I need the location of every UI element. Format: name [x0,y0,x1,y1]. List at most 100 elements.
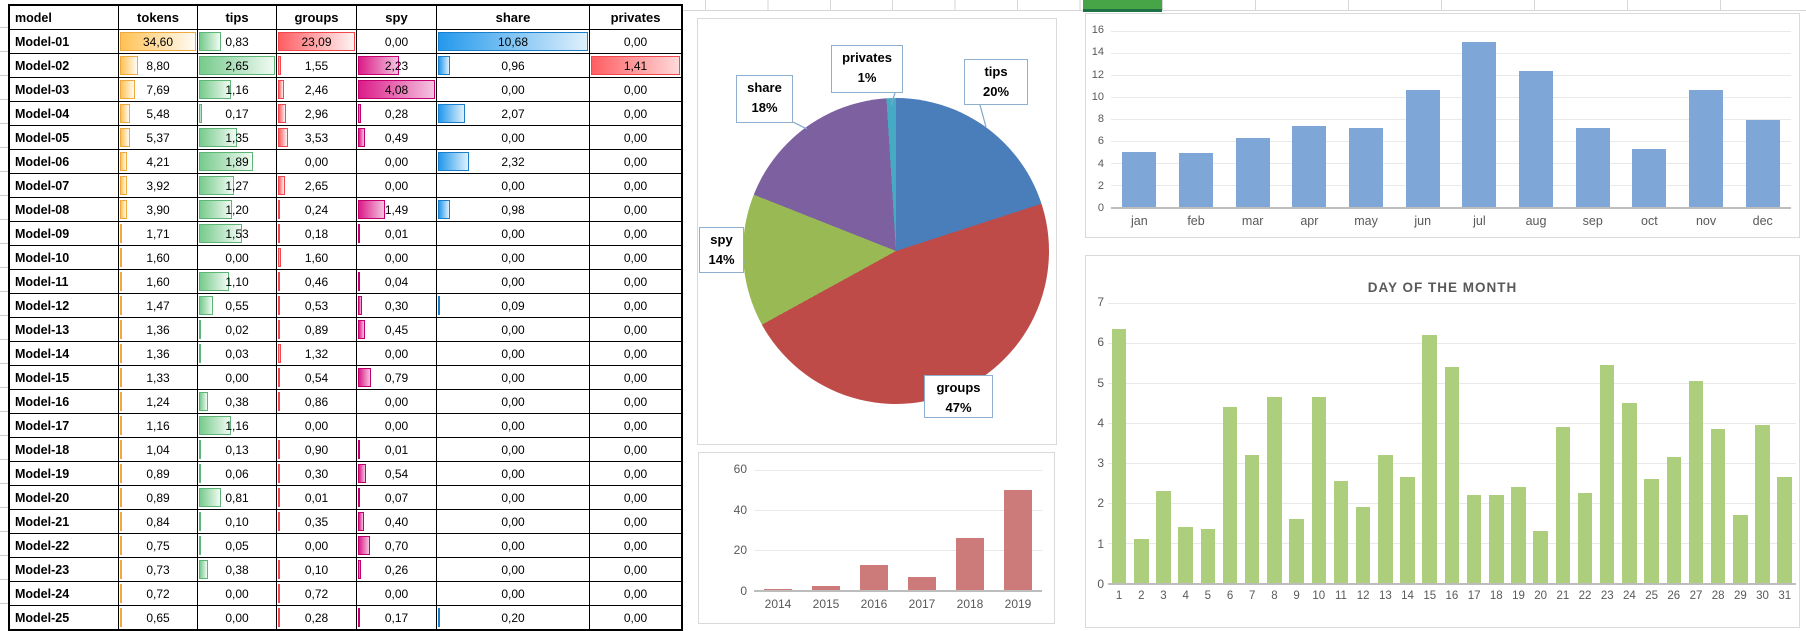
cell-privates[interactable]: 0,00 [590,366,681,389]
cell-privates[interactable]: 0,00 [590,198,681,221]
model-name-cell[interactable]: Model-07 [10,174,118,197]
cell-privates[interactable]: 0,00 [590,438,681,461]
cell-tokens[interactable]: 1,71 [119,222,197,245]
cell-tips[interactable]: 0,05 [198,534,276,557]
cell-spy[interactable]: 0,00 [357,414,436,437]
model-name-cell[interactable]: Model-23 [10,558,118,581]
model-name-cell[interactable]: Model-05 [10,126,118,149]
cell-groups[interactable]: 23,09 [277,30,356,53]
cell-share[interactable]: 0,00 [437,582,589,605]
cell-spy[interactable]: 0,54 [357,462,436,485]
cell-tokens[interactable]: 0,65 [119,606,197,629]
cell-tips[interactable]: 0,06 [198,462,276,485]
cell-share[interactable]: 2,07 [437,102,589,125]
cell-share[interactable]: 0,00 [437,78,589,101]
cell-tokens[interactable]: 1,36 [119,342,197,365]
column-header-spy[interactable]: spy [357,6,436,29]
cell-tips[interactable]: 1,16 [198,78,276,101]
cell-spy[interactable]: 0,49 [357,126,436,149]
cell-tips[interactable]: 1,16 [198,414,276,437]
cell-groups[interactable]: 0,53 [277,294,356,317]
cell-spy[interactable]: 0,00 [357,390,436,413]
cell-privates[interactable]: 0,00 [590,558,681,581]
cell-tips[interactable]: 0,55 [198,294,276,317]
cell-share[interactable]: 0,96 [437,54,589,77]
cell-groups[interactable]: 2,65 [277,174,356,197]
cell-tips[interactable]: 0,10 [198,510,276,533]
cell-groups[interactable]: 2,96 [277,102,356,125]
cell-tokens[interactable]: 0,73 [119,558,197,581]
cell-privates[interactable]: 0,00 [590,582,681,605]
cell-spy[interactable]: 0,01 [357,222,436,245]
cell-privates[interactable]: 0,00 [590,390,681,413]
cell-share[interactable]: 0,20 [437,606,589,629]
cell-tips[interactable]: 1,53 [198,222,276,245]
column-header-tokens[interactable]: tokens [119,6,197,29]
model-name-cell[interactable]: Model-11 [10,270,118,293]
cell-tips[interactable]: 0,00 [198,606,276,629]
cell-share[interactable]: 0,00 [437,438,589,461]
cell-groups[interactable]: 0,90 [277,438,356,461]
cell-privates[interactable]: 0,00 [590,342,681,365]
model-name-cell[interactable]: Model-12 [10,294,118,317]
cell-tokens[interactable]: 5,37 [119,126,197,149]
model-name-cell[interactable]: Model-25 [10,606,118,629]
cell-privates[interactable]: 0,00 [590,30,681,53]
cell-tips[interactable]: 0,83 [198,30,276,53]
model-name-cell[interactable]: Model-18 [10,438,118,461]
cell-privates[interactable]: 0,00 [590,102,681,125]
model-name-cell[interactable]: Model-14 [10,342,118,365]
cell-groups[interactable]: 0,00 [277,534,356,557]
cell-share[interactable]: 0,00 [437,390,589,413]
cell-privates[interactable]: 0,00 [590,126,681,149]
cell-tokens[interactable]: 3,90 [119,198,197,221]
cell-tokens[interactable]: 0,89 [119,486,197,509]
cell-tokens[interactable]: 1,33 [119,366,197,389]
cell-privates[interactable]: 0,00 [590,486,681,509]
cell-tips[interactable]: 1,20 [198,198,276,221]
cell-groups[interactable]: 0,01 [277,486,356,509]
cell-spy[interactable]: 0,45 [357,318,436,341]
cell-groups[interactable]: 0,72 [277,582,356,605]
cell-spy[interactable]: 0,30 [357,294,436,317]
cell-privates[interactable]: 0,00 [590,606,681,629]
pie-chart-panel[interactable]: tips 20% groups 47% spy 14% share 18% pr… [697,18,1057,445]
cell-tips[interactable]: 0,02 [198,318,276,341]
model-name-cell[interactable]: Model-09 [10,222,118,245]
cell-groups[interactable]: 3,53 [277,126,356,149]
cell-tips[interactable]: 0,00 [198,366,276,389]
cell-spy[interactable]: 0,00 [357,174,436,197]
cell-privates[interactable]: 0,00 [590,150,681,173]
column-header-share[interactable]: share [437,6,589,29]
cell-tips[interactable]: 0,17 [198,102,276,125]
cell-tokens[interactable]: 8,80 [119,54,197,77]
cell-share[interactable]: 0,00 [437,318,589,341]
cell-tokens[interactable]: 0,75 [119,534,197,557]
model-name-cell[interactable]: Model-17 [10,414,118,437]
column-header-tips[interactable]: tips [198,6,276,29]
cell-privates[interactable]: 0,00 [590,246,681,269]
cell-share[interactable]: 0,00 [437,270,589,293]
cell-spy[interactable]: 0,00 [357,582,436,605]
cell-privates[interactable]: 0,00 [590,318,681,341]
cell-spy[interactable]: 0,00 [357,150,436,173]
cell-spy[interactable]: 0,00 [357,30,436,53]
cell-tips[interactable]: 0,00 [198,582,276,605]
model-name-cell[interactable]: Model-08 [10,198,118,221]
cell-share[interactable]: 0,00 [437,126,589,149]
cell-groups[interactable]: 0,00 [277,150,356,173]
cell-tokens[interactable]: 1,16 [119,414,197,437]
cell-share[interactable]: 0,00 [437,462,589,485]
cell-share[interactable]: 0,00 [437,246,589,269]
model-name-cell[interactable]: Model-20 [10,486,118,509]
cell-groups[interactable]: 0,86 [277,390,356,413]
cell-spy[interactable]: 0,07 [357,486,436,509]
cell-tokens[interactable]: 0,84 [119,510,197,533]
cell-spy[interactable]: 2,23 [357,54,436,77]
cell-share[interactable]: 0,09 [437,294,589,317]
cell-privates[interactable]: 0,00 [590,414,681,437]
cell-groups[interactable]: 1,55 [277,54,356,77]
cell-spy[interactable]: 0,79 [357,366,436,389]
cell-spy[interactable]: 0,70 [357,534,436,557]
